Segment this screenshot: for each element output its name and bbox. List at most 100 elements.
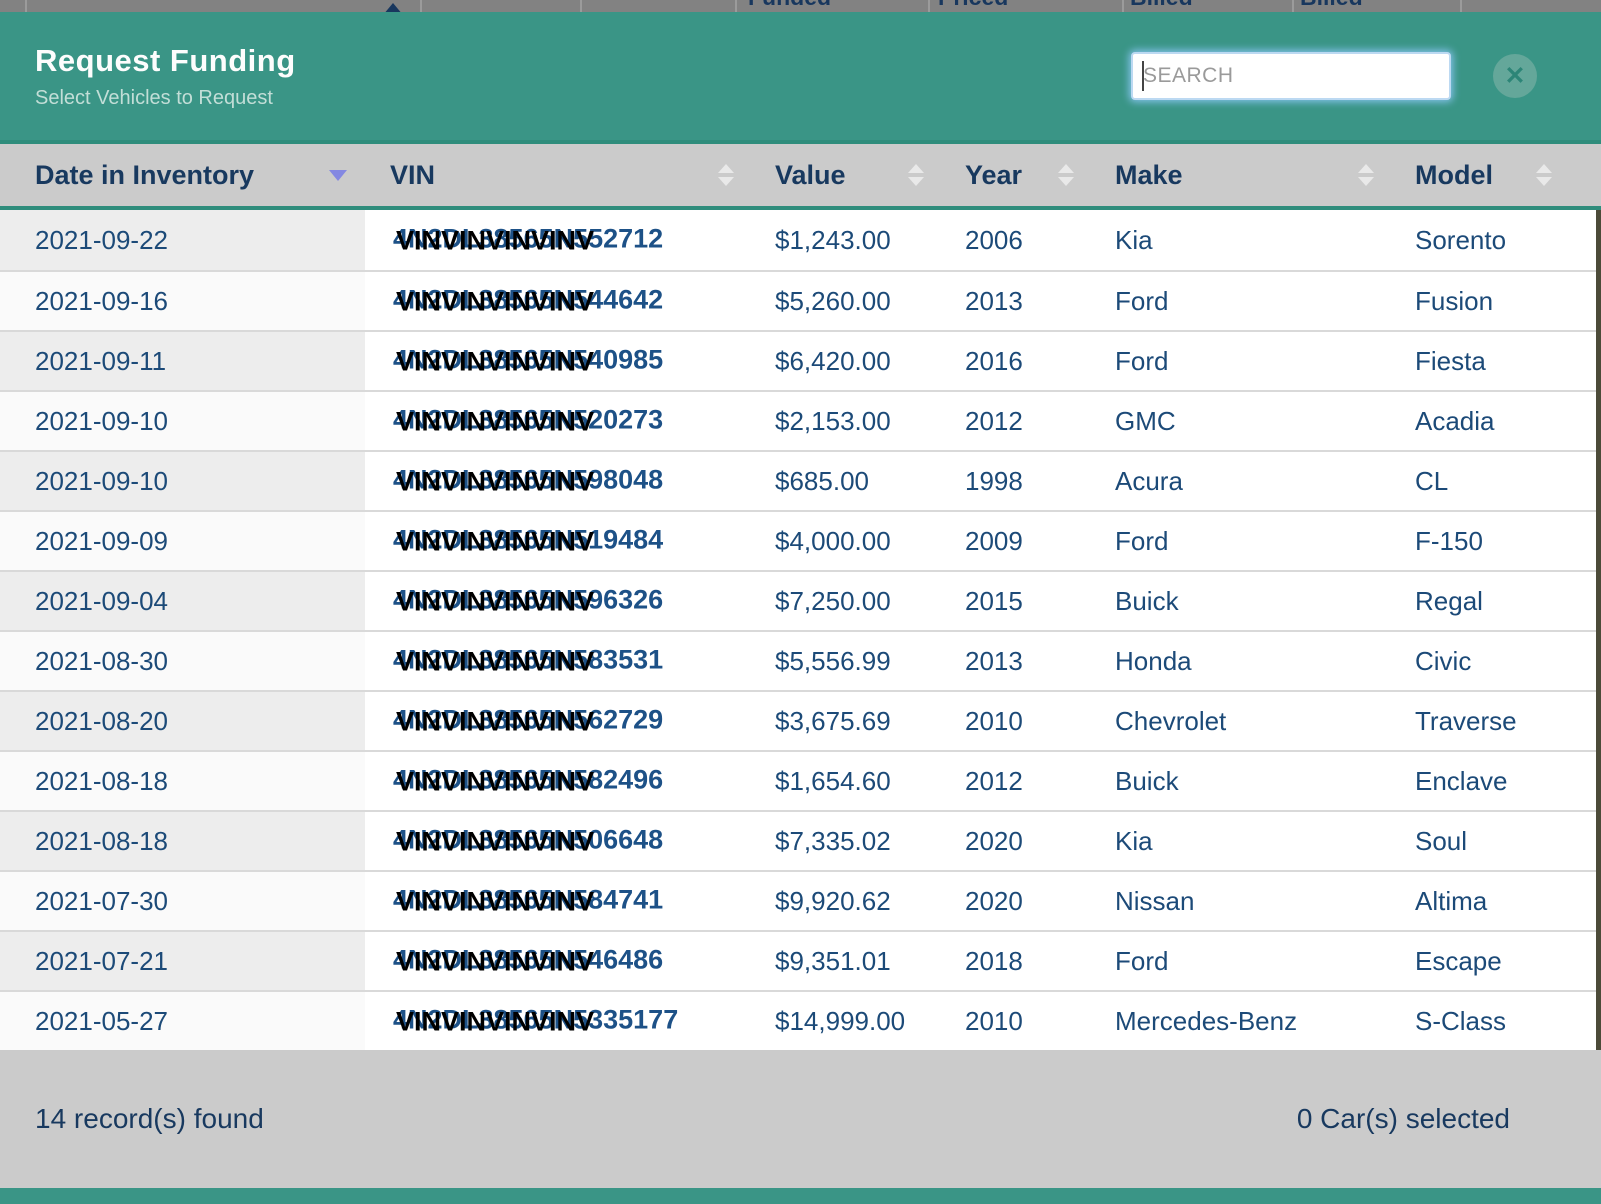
vin-value: 4N2DL38565N5335177 xyxy=(393,1004,679,1035)
close-button[interactable]: ✕ xyxy=(1493,54,1537,98)
table-row[interactable]: 2021-09-16 4N2DL38565N544642 VINVINVINVI… xyxy=(0,270,1601,330)
search-input[interactable] xyxy=(1131,52,1451,100)
cell-value: $4,000.00 xyxy=(775,525,891,556)
table-row[interactable]: 2021-09-04 4N2DL38565N596326 VINVINVINVI… xyxy=(0,570,1601,630)
vin-value: 4N2DL38565N520273 xyxy=(393,404,664,435)
column-divider xyxy=(25,0,27,12)
background-header-billed-1: Billed xyxy=(1130,0,1193,11)
table-row[interactable]: 2021-08-18 4N2DL38565N582496 VINVINVINVI… xyxy=(0,750,1601,810)
cell-model: Sorento xyxy=(1415,224,1507,255)
table-row[interactable]: 2021-07-21 4N2DL38565N546486 VINVINVINVI… xyxy=(0,930,1601,990)
cell-make: Ford xyxy=(1115,525,1169,556)
request-funding-modal: Request Funding Select Vehicles to Reque… xyxy=(0,12,1601,1204)
cell-date: 2021-09-04 xyxy=(0,572,365,630)
cell-value: $2,153.00 xyxy=(775,405,891,436)
vin-overlay-glitch-text: VINVINVINVINV xyxy=(396,406,595,437)
column-label: Model xyxy=(1415,159,1493,190)
cell-vin: 4N2DL38565N596326 VINVINVINVINV xyxy=(365,572,750,630)
cell-value: $7,335.02 xyxy=(775,825,891,856)
table-row[interactable]: 2021-09-10 4N2DL38565N598048 VINVINVINVI… xyxy=(0,450,1601,510)
records-found-label: 14 record(s) found xyxy=(35,1103,264,1134)
background-header-funded: Funded xyxy=(748,0,831,11)
cell-make: Ford xyxy=(1115,945,1169,976)
column-label: Make xyxy=(1115,159,1183,190)
cell-vin: 4N2DL38565N506648 VINVINVINVINV xyxy=(365,812,750,870)
cell-value: $1,654.60 xyxy=(775,765,891,796)
cell-year: 2020 xyxy=(965,885,1023,916)
cell-year: 2010 xyxy=(965,705,1023,736)
cell-year: 2006 xyxy=(965,224,1023,255)
cell-make: Ford xyxy=(1115,345,1169,376)
table-row[interactable]: 2021-09-09 4N2DL38565N519484 VINVINVINVI… xyxy=(0,510,1601,570)
column-header-year[interactable]: Year xyxy=(940,144,1090,206)
modal-bottom-edge xyxy=(0,1188,1601,1204)
cell-model: S-Class xyxy=(1415,1005,1507,1036)
vin-value: 4N2DL38565N506648 xyxy=(393,824,664,855)
cell-date: 2021-09-10 xyxy=(0,392,365,450)
column-divider xyxy=(1460,0,1462,12)
vin-value: 4N2DL38565N582496 xyxy=(393,764,664,795)
cell-date: 2021-08-30 xyxy=(0,632,365,690)
column-header-value[interactable]: Value xyxy=(750,144,940,206)
table-row[interactable]: 2021-09-22 4N2DL38565N552712 VINVINVINVI… xyxy=(0,210,1601,270)
column-header-make[interactable]: Make xyxy=(1090,144,1390,206)
column-divider xyxy=(420,0,422,12)
table-row[interactable]: 2021-08-20 4N2DL38565N562729 VINVINVINVI… xyxy=(0,690,1601,750)
vin-overlay-glitch-text: VINVINVINVINV xyxy=(396,946,595,977)
vin-value: 4N2DL38565N584741 xyxy=(393,884,664,915)
table-row[interactable]: 2021-09-10 4N2DL38565N520273 VINVINVINVI… xyxy=(0,390,1601,450)
cell-date: 2021-07-21 xyxy=(0,932,365,990)
cell-date: 2021-09-10 xyxy=(0,452,365,510)
column-label: VIN xyxy=(390,159,436,190)
table-row[interactable]: 2021-08-18 4N2DL38565N506648 VINVINVINVI… xyxy=(0,810,1601,870)
column-divider xyxy=(1292,0,1294,12)
column-header-vin[interactable]: VIN xyxy=(365,144,750,206)
column-label: Value xyxy=(775,159,846,190)
cell-year: 2016 xyxy=(965,345,1023,376)
cell-year: 2013 xyxy=(965,285,1023,316)
cell-make: Ford xyxy=(1115,285,1169,316)
cell-date: 2021-09-16 xyxy=(0,272,365,330)
vin-overlay-glitch-text: VINVINVINVINV xyxy=(396,706,595,737)
cell-model: F-150 xyxy=(1415,525,1483,556)
cell-vin: 4N2DL38565N540985 VINVINVINVINV xyxy=(365,332,750,390)
sort-desc-icon xyxy=(329,169,347,181)
cell-make: Honda xyxy=(1115,645,1192,676)
table-row[interactable]: 2021-09-11 4N2DL38565N540985 VINVINVINVI… xyxy=(0,330,1601,390)
table-body: 2021-09-22 4N2DL38565N552712 VINVINVINVI… xyxy=(0,210,1601,1050)
modal-title: Request Funding xyxy=(35,42,296,78)
cell-make: Buick xyxy=(1115,585,1179,616)
table-row[interactable]: 2021-05-27 4N2DL38565N5335177 VINVINVINV… xyxy=(0,990,1601,1050)
table-row[interactable]: 2021-08-30 4N2DL38565N583531 VINVINVINVI… xyxy=(0,630,1601,690)
column-divider xyxy=(735,0,737,12)
cell-model: Enclave xyxy=(1415,765,1508,796)
cell-model: Acadia xyxy=(1415,405,1495,436)
cell-year: 2012 xyxy=(965,765,1023,796)
cell-value: $14,999.00 xyxy=(775,1005,906,1036)
page-edge-strip xyxy=(1596,210,1601,1050)
column-divider xyxy=(928,0,930,12)
cell-date: 2021-08-18 xyxy=(0,752,365,810)
cell-model: Escape xyxy=(1415,945,1502,976)
sort-arrows-icon xyxy=(908,164,924,186)
column-header-model[interactable]: Model xyxy=(1390,144,1568,206)
vin-value: 4N2DL38565N552712 xyxy=(393,223,664,254)
cell-make: GMC xyxy=(1115,405,1176,436)
cell-date: 2021-09-22 xyxy=(0,210,365,270)
cell-date: 2021-07-30 xyxy=(0,872,365,930)
cell-value: $5,260.00 xyxy=(775,285,891,316)
sort-arrows-icon xyxy=(1536,164,1552,186)
cell-value: $1,243.00 xyxy=(775,224,891,255)
vin-overlay-glitch-text: VINVINVINVINV xyxy=(396,766,595,797)
cell-year: 2010 xyxy=(965,1005,1023,1036)
cell-value: $3,675.69 xyxy=(775,705,891,736)
cell-vin: 4N2DL38565N520273 VINVINVINVINV xyxy=(365,392,750,450)
cell-year: 2009 xyxy=(965,525,1023,556)
cell-vin: 4N2DL38565N5335177 VINVINVINVINV xyxy=(365,992,750,1050)
modal-subtitle: Select Vehicles to Request xyxy=(35,86,273,109)
cell-year: 2012 xyxy=(965,405,1023,436)
table-row[interactable]: 2021-07-30 4N2DL38565N584741 VINVINVINVI… xyxy=(0,870,1601,930)
vin-value: 4N2DL38565N546486 xyxy=(393,944,664,975)
column-header-date-in-inventory[interactable]: Date in Inventory xyxy=(0,144,365,206)
search-wrap xyxy=(1131,52,1451,100)
